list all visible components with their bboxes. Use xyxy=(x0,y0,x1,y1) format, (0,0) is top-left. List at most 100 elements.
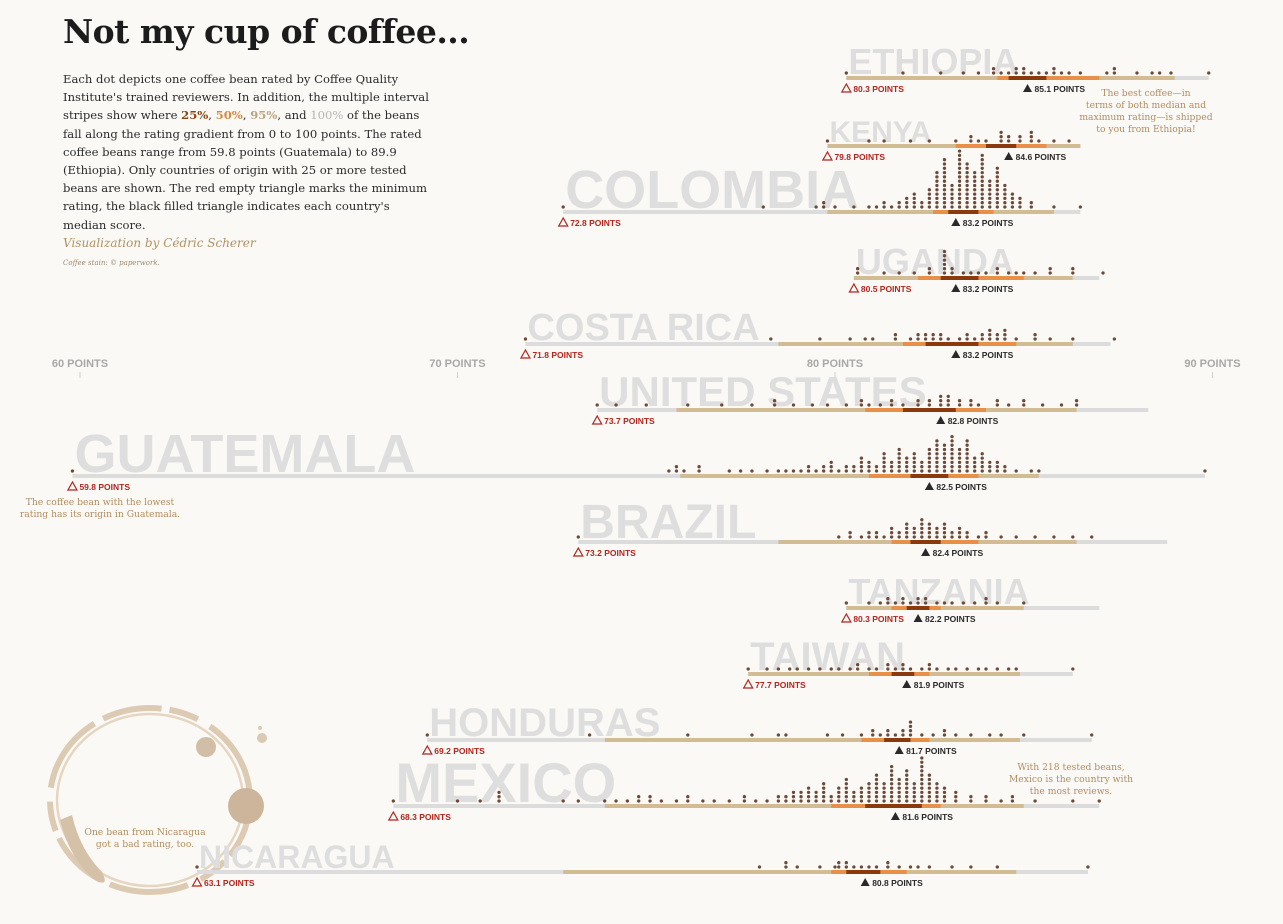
bean-dot xyxy=(901,729,905,733)
bean-dot xyxy=(750,733,754,737)
bean-dot xyxy=(905,782,909,786)
bean-dot xyxy=(942,522,947,526)
bean-dot xyxy=(867,786,871,790)
bean-dot xyxy=(916,399,920,403)
bean-dot xyxy=(920,518,924,522)
bean-dot xyxy=(995,460,999,465)
bean-dot xyxy=(840,733,845,737)
bean-dot xyxy=(776,733,781,737)
bean-dot xyxy=(973,192,977,196)
bean-dot xyxy=(837,790,841,795)
bean-dot xyxy=(905,799,909,803)
bean-dot xyxy=(867,799,871,803)
bean-dot xyxy=(806,795,811,799)
bean-dot xyxy=(965,162,969,166)
bean-dot xyxy=(1033,337,1037,341)
bean-dot xyxy=(455,799,460,803)
bean-dot xyxy=(965,175,969,179)
bean-dot xyxy=(776,795,781,799)
bean-dot xyxy=(950,452,954,456)
bean-dot xyxy=(957,460,962,465)
bean-dot xyxy=(886,733,890,737)
bean-dot xyxy=(878,733,882,737)
bean-dot xyxy=(1048,271,1052,275)
bean-dot xyxy=(882,535,886,539)
bean-dot xyxy=(882,786,886,790)
bean-dot xyxy=(1029,205,1033,209)
bean-dot xyxy=(984,535,988,539)
bean-dot xyxy=(950,183,954,188)
bean-dot xyxy=(701,799,705,803)
description: Each dot depicts one coffee bean rated b… xyxy=(63,72,429,232)
page-title: Not my cup of coffee... xyxy=(63,12,470,51)
bean-dot xyxy=(844,601,848,605)
min-triangle-icon xyxy=(848,282,860,293)
bean-dot xyxy=(497,795,501,799)
bean-dot xyxy=(814,790,818,795)
bean-dot xyxy=(908,667,913,671)
bean-dot xyxy=(822,795,826,799)
bean-dot xyxy=(995,403,999,407)
bean-dot xyxy=(878,403,882,407)
bean-dot xyxy=(980,465,984,469)
bean-dot xyxy=(920,773,924,777)
median-triangle-icon xyxy=(1023,84,1033,92)
bean-dot xyxy=(995,201,999,205)
bean-dot xyxy=(814,205,818,209)
bean-dot xyxy=(946,399,950,403)
bean-dot xyxy=(973,337,977,341)
min-label: 71.8 POINTS xyxy=(532,350,583,360)
bean-dot xyxy=(867,531,871,535)
bean-dot xyxy=(969,399,973,403)
bean-dot xyxy=(497,799,501,803)
median-triangle-icon xyxy=(951,284,961,292)
bean-dot xyxy=(833,205,837,209)
bean-dot xyxy=(637,799,641,803)
bean-dot xyxy=(1014,667,1018,671)
bean-dot xyxy=(969,135,973,139)
bean-dot xyxy=(912,795,916,799)
bean-dot xyxy=(942,465,947,469)
bean-dot xyxy=(923,601,928,605)
bean-dot xyxy=(988,196,992,201)
bean-dot xyxy=(965,192,969,196)
bean-dot xyxy=(988,337,992,341)
bean-dot xyxy=(984,271,988,275)
bean-dot xyxy=(920,667,924,671)
annotation-line: rating has its origin in Guatemala. xyxy=(20,509,180,520)
bean-dot xyxy=(942,158,947,162)
bean-dot xyxy=(1003,465,1007,469)
bean-dot xyxy=(942,733,947,737)
bean-dot xyxy=(859,460,864,465)
bean-dot xyxy=(969,403,973,407)
bean-dot xyxy=(927,777,932,782)
bean-dot xyxy=(976,139,981,143)
bean-dot xyxy=(965,183,969,188)
bean-dot xyxy=(942,443,947,447)
bean-dot xyxy=(686,733,690,737)
bean-dot xyxy=(927,452,932,456)
bean-dot xyxy=(829,667,833,671)
bean-dot xyxy=(852,465,856,469)
bean-dot xyxy=(587,733,592,737)
bean-dot xyxy=(852,469,856,473)
bean-dot xyxy=(697,469,701,473)
bean-dot xyxy=(1052,71,1056,75)
bean-dot xyxy=(1067,71,1071,75)
bean-dot xyxy=(942,183,947,188)
bean-dot xyxy=(912,786,916,790)
bean-dot xyxy=(957,465,962,469)
bean-dot xyxy=(682,469,686,473)
bean-dot xyxy=(1052,67,1056,71)
bean-dot xyxy=(867,601,871,605)
bean-dot xyxy=(874,777,879,782)
bean-dot xyxy=(844,786,848,790)
bean-dot xyxy=(595,403,599,407)
bean-dot xyxy=(897,201,901,205)
bean-dot xyxy=(935,531,939,535)
bean-dot xyxy=(859,865,864,869)
bean-dot xyxy=(995,170,999,175)
bean-dot xyxy=(957,201,962,205)
bean-dot xyxy=(939,333,943,337)
